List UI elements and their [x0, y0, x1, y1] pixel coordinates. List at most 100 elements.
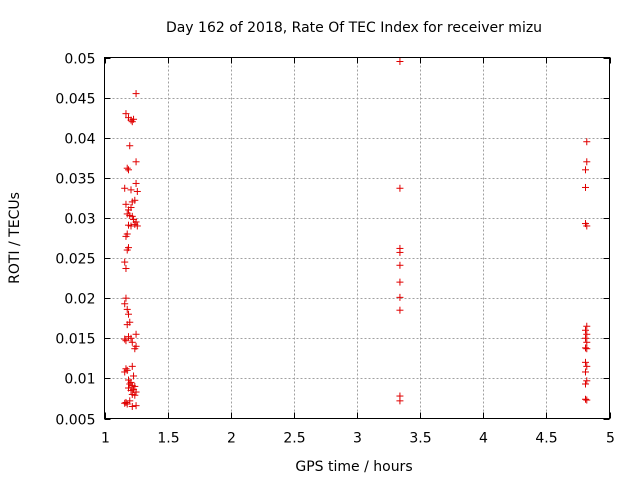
data-point	[396, 261, 404, 269]
data-point	[128, 338, 136, 346]
x-axis-label: GPS time / hours	[295, 459, 412, 475]
data-point	[131, 382, 139, 390]
data-point	[128, 212, 136, 220]
y-tick-label: 0.02	[64, 292, 95, 308]
data-point	[583, 362, 591, 370]
data-point	[122, 110, 130, 118]
data-point	[583, 138, 591, 146]
data-point	[582, 183, 590, 191]
data-point	[121, 335, 129, 343]
data-point	[122, 232, 130, 240]
x-tick-label: 4	[479, 431, 488, 447]
data-point	[583, 222, 591, 230]
data-point	[582, 334, 590, 342]
x-tick-label: 2.5	[283, 431, 305, 447]
data-point	[133, 222, 141, 230]
chart-title: Day 162 of 2018, Rate Of TEC Index for r…	[166, 20, 542, 36]
x-tick-label: 5	[606, 431, 615, 447]
x-tick-label: 2	[227, 431, 236, 447]
axis-ticks	[104, 57, 611, 420]
data-point	[124, 206, 132, 214]
y-tick-label: 0.03	[64, 212, 95, 228]
data-point	[131, 391, 139, 399]
data-point	[583, 322, 591, 330]
data-point	[122, 200, 130, 208]
data-point	[122, 365, 130, 373]
y-tick-label: 0.04	[64, 132, 95, 148]
data-point	[132, 388, 140, 396]
data-point	[583, 345, 591, 353]
data-point	[126, 142, 134, 150]
data-point	[396, 293, 404, 301]
data-point	[122, 398, 130, 406]
y-tick-label: 0.05	[64, 52, 95, 68]
y-axis-label: ROTI / TECUs	[7, 192, 23, 284]
data-point	[132, 90, 140, 98]
y-axis-tick-labels: 0.005 0.01 0.015 0.02 0.025 0.03 0.035 0.04 0.04…	[55, 52, 95, 429]
data-point	[132, 330, 140, 338]
y-tick-label: 0.01	[64, 372, 95, 388]
data-point	[121, 300, 129, 308]
data-point	[121, 399, 129, 407]
data-point	[121, 368, 129, 376]
x-tick-label: 3	[353, 431, 362, 447]
data-point	[127, 334, 135, 342]
data-point	[128, 362, 136, 370]
data-point	[130, 372, 138, 380]
data-point	[127, 186, 135, 194]
x-axis-tick-labels: 1 1.5 2 2.5 3 3.5 4 4.5 5	[101, 431, 615, 447]
data-point	[126, 397, 134, 405]
data-point	[123, 164, 131, 172]
data-point	[582, 368, 590, 376]
data-point	[583, 377, 591, 385]
y-tick-label: 0.045	[55, 92, 95, 108]
data-point	[131, 345, 139, 353]
x-tick-label: 1	[101, 431, 110, 447]
data-point	[396, 58, 404, 66]
data-point	[583, 338, 591, 346]
data-point	[123, 321, 131, 329]
data-point	[582, 380, 590, 388]
data-point	[122, 294, 130, 302]
data-point	[583, 330, 591, 338]
data-point	[132, 158, 140, 166]
data-point	[124, 166, 132, 174]
data-point	[133, 187, 141, 195]
data-point	[582, 166, 590, 174]
data-point	[583, 158, 591, 166]
x-tick-label: 3.5	[409, 431, 431, 447]
data-point	[396, 248, 404, 256]
data-point	[582, 344, 590, 352]
data-point	[123, 246, 131, 254]
data-point	[582, 326, 590, 334]
data-point	[121, 184, 129, 192]
data-point	[583, 396, 591, 404]
data-points	[121, 58, 591, 410]
data-point	[127, 378, 135, 386]
data-point	[123, 305, 131, 313]
data-point	[582, 395, 590, 403]
y-tick-label: 0.015	[55, 332, 95, 348]
data-point	[132, 179, 140, 187]
data-point	[396, 278, 404, 286]
data-point	[127, 222, 135, 230]
data-point	[124, 310, 132, 318]
data-point	[127, 386, 135, 394]
data-point	[130, 115, 138, 123]
grid-lines	[104, 57, 610, 419]
data-point	[396, 397, 404, 405]
y-tick-label: 0.005	[55, 413, 95, 429]
x-tick-label: 4.5	[535, 431, 557, 447]
y-tick-label: 0.025	[55, 252, 95, 268]
data-point	[396, 184, 404, 192]
data-point	[396, 306, 404, 314]
x-tick-label: 1.5	[157, 431, 179, 447]
data-point	[582, 358, 590, 366]
data-point	[122, 337, 130, 345]
data-point	[121, 258, 129, 266]
data-point	[132, 402, 140, 410]
data-point	[131, 196, 139, 204]
data-point	[122, 264, 130, 272]
data-point	[128, 402, 136, 410]
